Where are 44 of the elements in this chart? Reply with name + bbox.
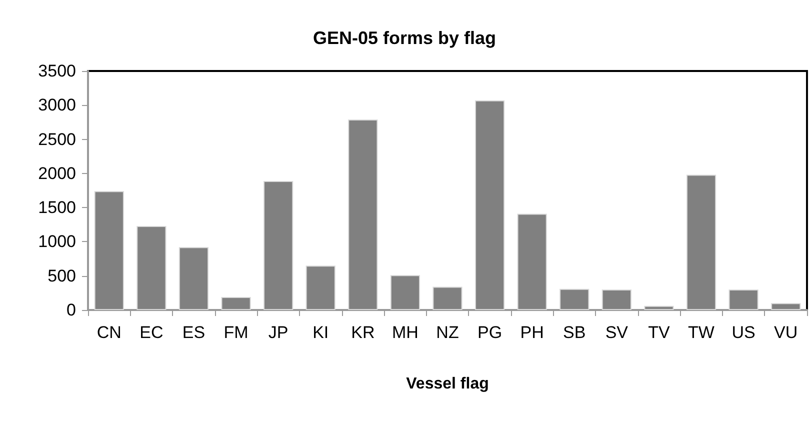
x-tick-label: KR xyxy=(351,323,375,342)
x-tick-label: SB xyxy=(563,323,586,342)
bar xyxy=(94,191,124,310)
bar xyxy=(517,214,547,310)
bar xyxy=(771,303,801,310)
x-tick-label: SV xyxy=(605,323,629,342)
bar xyxy=(348,119,378,310)
bar xyxy=(474,100,505,310)
bar xyxy=(432,286,462,310)
y-tick-label: 1000 xyxy=(38,232,76,252)
bar xyxy=(136,226,166,310)
x-tick-label: VU xyxy=(774,323,798,342)
y-tick-label: 3000 xyxy=(38,96,76,115)
x-tick-label: PG xyxy=(478,323,502,342)
x-tick-label: PH xyxy=(520,323,544,342)
x-tick-label: KI xyxy=(312,323,329,342)
y-tick-label: 3500 xyxy=(38,62,76,80)
y-tick-label: 2000 xyxy=(38,164,76,183)
chart-title: GEN-05 forms by flag xyxy=(312,28,496,48)
y-tick-label: 0 xyxy=(66,300,76,320)
y-tick-label: 1500 xyxy=(38,198,76,218)
bar xyxy=(644,306,674,310)
x-tick-label: JP xyxy=(268,323,288,342)
bar xyxy=(560,288,590,310)
x-tick-label: NZ xyxy=(436,323,459,342)
y-tick-label: 500 xyxy=(48,266,76,286)
x-tick-label: TV xyxy=(648,323,670,342)
y-tick-label: 2500 xyxy=(38,130,76,149)
x-tick-label: MH xyxy=(392,323,418,342)
bar xyxy=(602,290,632,310)
bar xyxy=(264,180,294,310)
bar xyxy=(728,290,758,310)
x-tick-label: TW xyxy=(688,323,714,342)
x-axis-title: Vessel flag xyxy=(406,376,489,392)
bar xyxy=(686,174,716,310)
x-tick-label: FM xyxy=(224,323,248,342)
bar xyxy=(178,247,209,310)
x-tick-label: ES xyxy=(182,323,206,342)
bar xyxy=(306,266,336,310)
bar xyxy=(221,297,251,310)
bar xyxy=(390,275,420,310)
x-tick-label: CN xyxy=(96,323,122,342)
x-tick-label: US xyxy=(732,323,756,342)
x-tick-label: EC xyxy=(140,323,164,342)
